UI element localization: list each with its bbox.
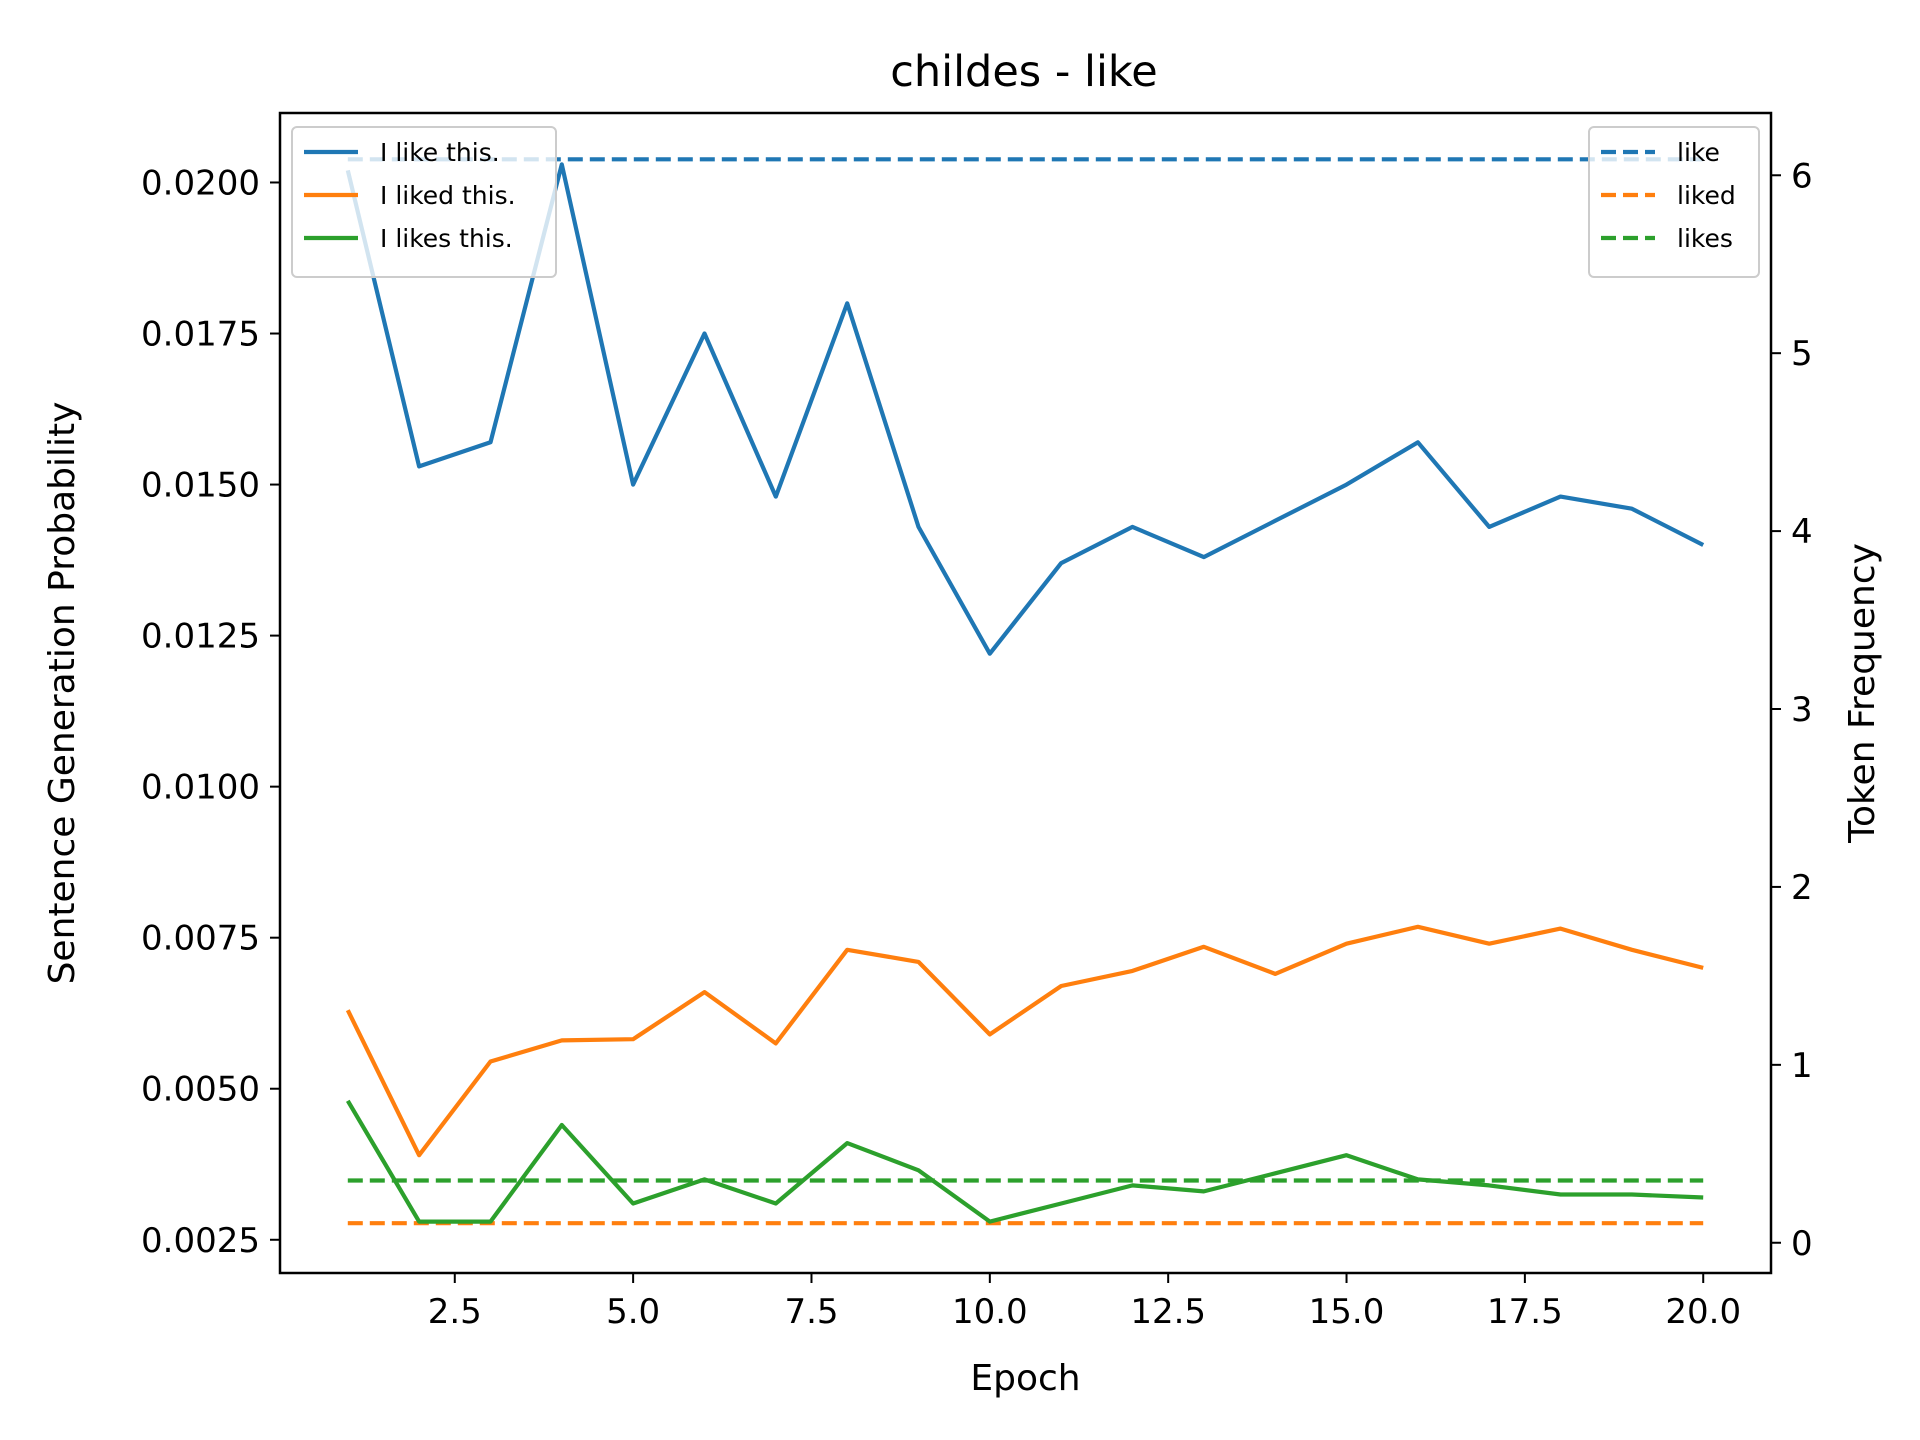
- y-right-tick-label: 4: [1791, 512, 1813, 552]
- y-right-tick-label: 2: [1791, 868, 1813, 908]
- x-tick-label: 5.0: [606, 1292, 660, 1332]
- y-right-tick-label: 5: [1791, 334, 1813, 374]
- y-left-tick-label: 0.0075: [141, 919, 260, 959]
- series-line-i-liked-this: [345, 924, 1704, 1158]
- y-axis-left-ticks: 0.0025 0.0050 0.0075 0.0100 0.0125 0.0150 0.01…: [141, 163, 280, 1261]
- x-tick-label: 7.5: [784, 1292, 838, 1332]
- legend-right: like liked likes: [1588, 126, 1760, 278]
- legend-label: I like this.: [380, 138, 500, 167]
- legend-label: likes: [1677, 224, 1733, 253]
- y-left-tick-label: 0.0025: [141, 1221, 260, 1261]
- legend-label: I likes this.: [380, 224, 513, 253]
- plot-frame: [278, 111, 1773, 1275]
- x-tick-label: 12.5: [1130, 1292, 1206, 1332]
- legend-label: liked: [1677, 181, 1736, 210]
- y-left-tick-label: 0.0150: [141, 466, 260, 506]
- x-tick-label: 15.0: [1309, 1292, 1385, 1332]
- x-axis-ticks: 2.5 5.0 7.5 10.0 12.5 15.0 17.5 20.0: [428, 1273, 1741, 1332]
- legend-label: like: [1677, 138, 1720, 167]
- series-layer: [345, 157, 1705, 1226]
- y-right-tick-label: 3: [1791, 690, 1813, 730]
- x-tick-label: 20.0: [1665, 1292, 1741, 1332]
- x-axis-label: Epoch: [970, 1358, 1080, 1399]
- x-tick-label: 17.5: [1487, 1292, 1563, 1332]
- series-line-i-like-this: [345, 162, 1705, 656]
- series-line-i-likes-this: [345, 1099, 1704, 1224]
- chart-title: childes - like: [890, 47, 1158, 97]
- y-right-tick-label: 0: [1791, 1224, 1813, 1264]
- y-left-tick-label: 0.0100: [141, 768, 260, 808]
- y-left-tick-label: 0.0200: [141, 163, 260, 203]
- y-axis-left-label: Sentence Generation Probability: [42, 402, 83, 985]
- x-tick-label: 10.0: [952, 1292, 1028, 1332]
- legend-left: I like this. I liked this. I likes this.: [291, 126, 557, 278]
- x-tick-label: 2.5: [428, 1292, 482, 1332]
- y-right-tick-label: 1: [1791, 1046, 1813, 1086]
- y-axis-right-ticks: 0 1 2 3 4 5 6: [1771, 156, 1813, 1264]
- y-left-tick-label: 0.0050: [141, 1070, 260, 1110]
- y-right-tick-label: 6: [1791, 156, 1813, 196]
- y-axis-right-label: Token Frequency: [1842, 543, 1883, 844]
- y-left-tick-label: 0.0125: [141, 617, 260, 657]
- legend-label: I liked this.: [380, 181, 516, 210]
- y-left-tick-label: 0.0175: [141, 315, 260, 355]
